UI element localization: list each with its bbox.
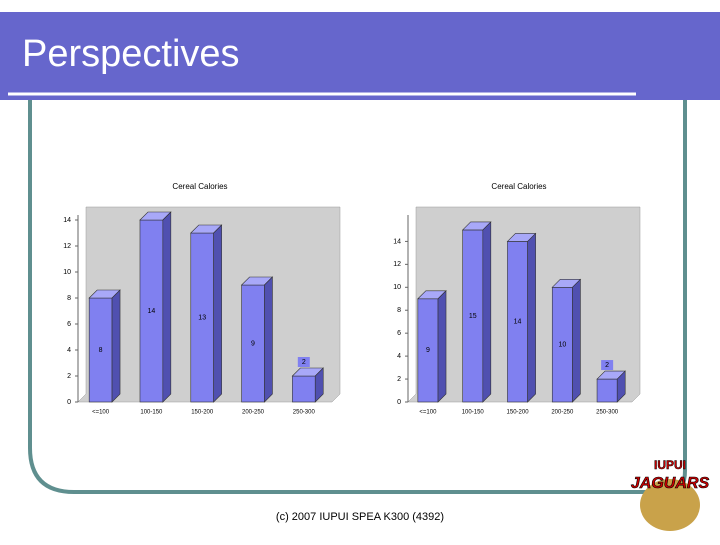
logo-top: IUPUI bbox=[654, 458, 686, 472]
x-tick-label: 250-300 bbox=[293, 410, 316, 416]
x-tick-label: 250-300 bbox=[596, 410, 619, 416]
y-tick-label: 10 bbox=[63, 269, 71, 276]
x-tick-label: 200-250 bbox=[242, 410, 265, 416]
y-tick-label: 8 bbox=[397, 307, 401, 314]
y-tick-label: 8 bbox=[67, 295, 71, 302]
y-tick-label: 14 bbox=[393, 238, 401, 245]
bar-side bbox=[111, 289, 121, 403]
y-tick-label: 12 bbox=[393, 261, 401, 268]
bar bbox=[292, 375, 316, 403]
x-tick-label: 200-250 bbox=[551, 410, 574, 416]
bar-side bbox=[572, 278, 581, 403]
bar-side bbox=[437, 290, 447, 403]
value-label-box bbox=[421, 345, 434, 356]
footer: (c) 2007 IUPUI SPEA K300 (4392) bbox=[276, 511, 444, 523]
bar-side bbox=[162, 211, 172, 403]
bar-side bbox=[314, 367, 324, 403]
header-bar bbox=[0, 12, 720, 100]
value-label-box bbox=[145, 306, 158, 316]
bar bbox=[596, 378, 618, 403]
y-tick-label: 6 bbox=[397, 330, 401, 337]
value-label-box bbox=[466, 310, 479, 321]
bar-group: 15 bbox=[461, 221, 492, 403]
x-tick-label: 100-150 bbox=[462, 410, 485, 416]
x-tick-label: 150-200 bbox=[191, 410, 214, 416]
bar-side bbox=[213, 224, 222, 403]
value-label-box bbox=[556, 339, 569, 350]
logo-bottom: JAGUARS bbox=[631, 475, 710, 492]
x-tick-label: <=100 bbox=[419, 410, 437, 416]
y-tick-label: 14 bbox=[63, 217, 71, 224]
value-label-box bbox=[196, 312, 209, 323]
x-tick-label: 150-200 bbox=[507, 410, 530, 416]
y-tick-label: 2 bbox=[67, 373, 71, 380]
value-label: 9 bbox=[426, 347, 430, 354]
value-label: 2 bbox=[302, 359, 306, 366]
bar-group: 2 bbox=[596, 360, 626, 403]
y-tick-label: 2 bbox=[397, 376, 401, 383]
bar-group: 2 bbox=[291, 357, 324, 403]
value-label-box bbox=[94, 345, 107, 355]
logo: IUPUI JAGUARS bbox=[631, 458, 710, 531]
value-label: 14 bbox=[514, 319, 522, 326]
chart-title: Cereal Calories bbox=[491, 182, 546, 191]
value-label-box bbox=[297, 357, 310, 367]
slide-title: Perspectives bbox=[22, 33, 240, 75]
value-label: 2 bbox=[605, 362, 609, 369]
chart: Cereal Calories 0 2 4 6 8 10 12 14 9 <=100 15 100-15… bbox=[393, 182, 641, 416]
value-label: 9 bbox=[251, 340, 255, 347]
value-label: 13 bbox=[198, 314, 206, 321]
chart: Cereal Calories 0 2 4 6 8 10 12 14 8 <=100 14 100-15… bbox=[63, 182, 341, 416]
y-tick-label: 4 bbox=[67, 347, 71, 354]
bar-group: 10 bbox=[551, 278, 582, 403]
x-tick-label: <=100 bbox=[92, 410, 110, 416]
x-tick-label: 100-150 bbox=[140, 410, 163, 416]
y-tick-label: 10 bbox=[393, 284, 401, 291]
logo-cat bbox=[640, 479, 700, 531]
bar-side bbox=[264, 276, 273, 403]
y-tick-label: 12 bbox=[63, 243, 71, 250]
chart-title: Cereal Calories bbox=[172, 182, 227, 191]
value-label-box bbox=[601, 360, 614, 371]
value-label: 15 bbox=[469, 313, 477, 320]
value-label: 10 bbox=[558, 341, 566, 348]
bar-group: 9 bbox=[240, 276, 274, 403]
bar-side bbox=[616, 370, 626, 403]
y-tick-label: 6 bbox=[67, 321, 71, 328]
bar-side bbox=[482, 221, 492, 403]
bar-side bbox=[527, 232, 536, 403]
frame bbox=[28, 100, 687, 494]
bar-group: 13 bbox=[190, 224, 223, 403]
value-label: 8 bbox=[99, 347, 103, 354]
bar-group: 8 bbox=[88, 289, 121, 403]
value-label-box bbox=[247, 338, 260, 349]
y-tick-label: 0 bbox=[67, 399, 71, 406]
bar-group: 14 bbox=[506, 232, 537, 403]
value-label-box bbox=[511, 316, 524, 327]
y-tick-label: 0 bbox=[397, 399, 401, 406]
bar-group: 14 bbox=[139, 211, 172, 403]
bar-group: 9 bbox=[417, 290, 447, 403]
value-label: 14 bbox=[148, 308, 156, 315]
y-tick-label: 4 bbox=[397, 353, 401, 360]
